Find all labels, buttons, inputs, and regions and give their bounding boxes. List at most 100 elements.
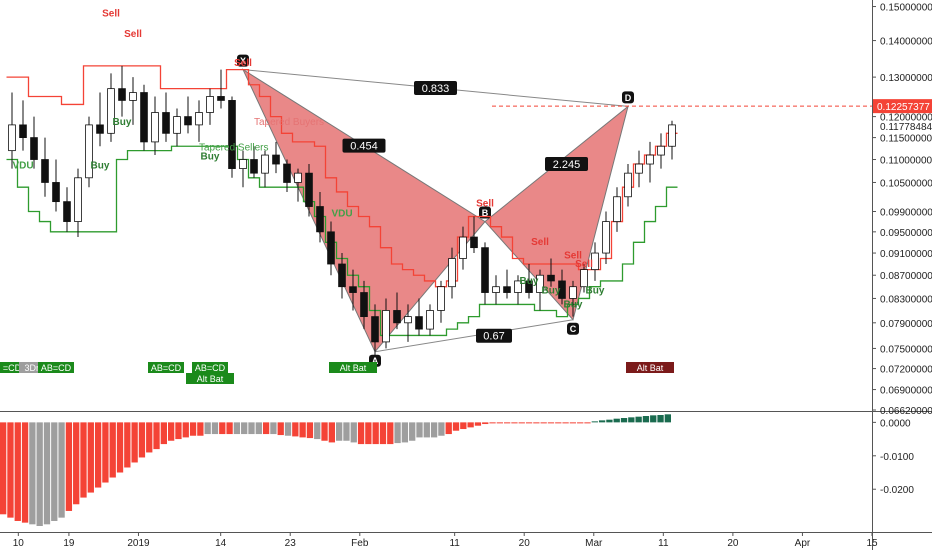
- oscillator-bar: [482, 422, 489, 425]
- candle: [393, 292, 401, 330]
- oscillator-bar: [467, 422, 474, 428]
- candle: [228, 96, 236, 178]
- pattern-badge: [38, 362, 74, 373]
- oscillator-bar: [153, 422, 160, 450]
- oscillator-bar: [299, 422, 306, 438]
- time-tick-label: 10: [13, 538, 25, 549]
- oscillator-bar: [350, 422, 357, 443]
- oscillator-bar: [416, 422, 423, 438]
- ratio-label: 0.833: [422, 83, 450, 95]
- candle: [338, 253, 346, 299]
- price-tick-label: 0.06900000: [880, 386, 932, 397]
- oscillator-bar: [540, 422, 547, 424]
- candle-body: [503, 286, 511, 293]
- oscillator-bar: [160, 422, 167, 445]
- oscillator-bar: [365, 422, 372, 445]
- signal-label: Buy: [91, 161, 110, 172]
- pattern-badge-label: 3Drv: [24, 363, 44, 373]
- oscillator-bar: [650, 415, 657, 423]
- oscillator-bar: [58, 422, 65, 518]
- oscillator-bar: [182, 422, 189, 438]
- candle-body: [63, 201, 71, 222]
- oscillator-bar: [124, 422, 131, 468]
- candle-body: [602, 221, 610, 254]
- candle-body: [151, 112, 159, 143]
- oscillator-bar: [547, 422, 555, 424]
- oscillator-bar: [474, 422, 482, 426]
- signal-label: Sell: [476, 199, 494, 210]
- pattern-point-badge: [567, 322, 579, 335]
- oscillator-bar: [277, 422, 284, 436]
- candle-body: [338, 263, 346, 288]
- candle-body: [646, 154, 654, 165]
- price-tick-label: 0.14000000: [880, 37, 932, 48]
- oscillator-bar: [21, 422, 29, 523]
- candle-body: [129, 92, 137, 101]
- pattern-badge: [186, 373, 234, 384]
- candle-body: [437, 286, 445, 311]
- candle: [250, 146, 258, 178]
- candle-body: [96, 124, 104, 134]
- oscillator-bar: [219, 422, 226, 435]
- candle-body: [492, 286, 500, 293]
- oscillator-bar: [584, 422, 591, 424]
- candle-body: [195, 112, 203, 126]
- signal-label: Buy: [564, 299, 583, 310]
- candle: [514, 275, 522, 305]
- oscillator-bar: [577, 422, 584, 424]
- candle-body: [382, 310, 390, 343]
- channel-lower-line: [6, 145, 678, 337]
- time-tick-label: 11: [658, 538, 669, 549]
- time-tick-label: 15: [866, 538, 878, 549]
- oscillator-bar: [569, 422, 577, 424]
- candle-body: [371, 316, 379, 343]
- candle: [85, 116, 93, 188]
- oscillator-bar: [36, 422, 43, 526]
- pattern-badge-label: AB=CD: [151, 363, 182, 373]
- oscillator-bar: [336, 422, 343, 441]
- candle: [107, 73, 115, 142]
- candle: [294, 168, 302, 202]
- oscillator-bar: [211, 422, 219, 435]
- candle-body: [558, 280, 566, 299]
- price-tick-label: 0.12000000: [880, 113, 932, 124]
- pattern-point-badge: [237, 54, 249, 67]
- pattern-point-label: B: [482, 208, 489, 218]
- candle: [569, 280, 577, 317]
- candle: [668, 120, 676, 160]
- candle: [415, 298, 423, 336]
- oscillator-bar: [65, 422, 73, 511]
- candle: [8, 92, 16, 169]
- price-tick-label: 0.11000000: [880, 156, 932, 167]
- candle-body: [184, 116, 192, 126]
- oscillator-bar: [292, 422, 299, 437]
- candle: [217, 69, 225, 109]
- pattern-badge: [148, 362, 184, 373]
- oscillator-bar: [168, 422, 175, 441]
- candle: [305, 164, 313, 217]
- pattern-badge: [0, 362, 24, 373]
- time-tick-label: 14: [215, 538, 227, 549]
- candle: [371, 304, 379, 356]
- candle: [547, 258, 555, 287]
- price-tick-label: 0.10500000: [880, 178, 932, 189]
- oscillator-bar: [423, 422, 430, 438]
- time-axis: 10 19 2019 14 23 Feb 11 20 Mar 11 20 Apr 15: [13, 532, 878, 549]
- oscillator-bar: [43, 422, 51, 525]
- candle-body: [481, 247, 489, 293]
- oscillator-bar: [116, 422, 124, 473]
- candle-body: [19, 124, 27, 138]
- candle: [404, 304, 412, 342]
- oscillator-bar: [635, 416, 642, 423]
- candle-body: [349, 286, 357, 293]
- oscillator-bar: [138, 422, 146, 458]
- time-tick-label: Mar: [585, 538, 603, 549]
- candle-body: [74, 177, 82, 222]
- candle-body: [591, 252, 599, 270]
- oscillator-bar: [80, 422, 87, 498]
- candle-body: [316, 206, 324, 233]
- candle: [349, 269, 357, 311]
- oscillator-bar: [445, 422, 452, 435]
- pattern-badge: [192, 362, 228, 373]
